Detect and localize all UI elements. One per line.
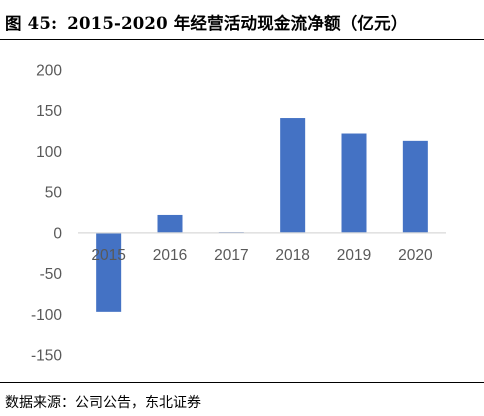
bar-2016 <box>157 214 183 233</box>
x-tick-label-2017: 2017 <box>214 247 248 264</box>
bar-chart: 200 150 100 50 0 -50 -100 -150 2015 2016 2017 2018 2… <box>31 63 446 365</box>
y-tick-label: 100 <box>36 144 62 161</box>
figure-label: 图 45: <box>5 14 58 33</box>
source-bar: 数据来源：公司公告，东北证券 <box>0 382 484 416</box>
y-tick-label: 50 <box>45 185 63 202</box>
y-tick-label: 200 <box>36 63 62 80</box>
source-note: 数据来源：公司公告，东北证券 <box>5 395 201 411</box>
chart-area: 200 150 100 50 0 -50 -100 -150 2015 2016 2017 2018 2… <box>0 40 484 380</box>
figure-title-text: 2015-2020 年经营活动现金流净额（亿元） <box>67 14 408 33</box>
y-tick-label: -50 <box>40 266 63 283</box>
bar-2019 <box>341 133 367 233</box>
x-tick-label-2016: 2016 <box>153 247 187 264</box>
bar-2018 <box>280 118 306 233</box>
bar-2020 <box>402 140 428 233</box>
y-tick-label: 150 <box>36 103 62 120</box>
figure-title-bar: 图 45: 2015-2020 年经营活动现金流净额（亿元） <box>0 0 484 40</box>
x-tick-label-2020: 2020 <box>398 247 433 264</box>
x-tick-label-2015: 2015 <box>91 247 125 264</box>
y-tick-label: -100 <box>31 307 62 324</box>
bar-2015 <box>96 232 122 312</box>
figure-title: 图 45: 2015-2020 年经营活动现金流净额（亿元） <box>5 10 408 34</box>
y-tick-label: -150 <box>31 348 62 365</box>
x-tick-label-2019: 2019 <box>337 247 371 264</box>
x-tick-label-2018: 2018 <box>275 247 309 264</box>
y-tick-label: 0 <box>53 225 62 242</box>
